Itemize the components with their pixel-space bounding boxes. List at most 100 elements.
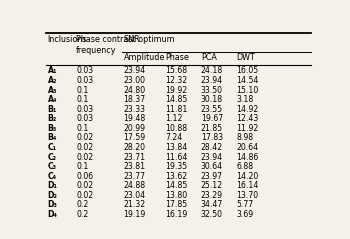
Text: 30.64: 30.64 [201,162,223,171]
Text: 5.77: 5.77 [236,200,253,209]
Text: 0.1: 0.1 [76,95,89,104]
Text: 24.88: 24.88 [124,181,146,190]
Text: 17.83: 17.83 [201,133,223,142]
Text: 19.35: 19.35 [166,162,188,171]
Text: 8.98: 8.98 [236,133,253,142]
Text: 1.12: 1.12 [166,114,183,123]
Text: 3.18: 3.18 [236,95,253,104]
Text: D₃: D₃ [48,200,57,209]
Text: 23.94: 23.94 [201,76,223,85]
Text: 13.84: 13.84 [166,143,188,152]
Text: 17.59: 17.59 [124,133,146,142]
Text: 18.37: 18.37 [124,95,146,104]
Text: SNR: SNR [124,35,140,44]
Text: 0.1: 0.1 [76,86,89,95]
Text: C₃: C₃ [48,162,57,171]
Text: 21.32: 21.32 [124,200,146,209]
Text: 0.2: 0.2 [76,200,88,209]
Text: 0.02: 0.02 [76,191,93,200]
Text: 0.03: 0.03 [76,76,93,85]
Text: 24.80: 24.80 [124,86,146,95]
Text: 16.14: 16.14 [236,181,258,190]
Text: 0.1: 0.1 [76,162,89,171]
Text: 23.97: 23.97 [201,172,223,181]
Text: Phase contrast optimum
frequency: Phase contrast optimum frequency [76,35,175,54]
Text: 16.19: 16.19 [166,210,188,219]
Text: D₂: D₂ [48,191,57,200]
Text: C₄: C₄ [48,172,57,181]
Text: B₂: B₂ [48,114,57,123]
Text: 23.94: 23.94 [201,152,223,162]
Text: 13.70: 13.70 [236,191,258,200]
Text: Inclusions: Inclusions [48,35,87,44]
Text: D₁: D₁ [48,181,57,190]
Text: 0.02: 0.02 [76,133,93,142]
Text: B₄: B₄ [48,133,57,142]
Text: 20.64: 20.64 [236,143,258,152]
Text: 20.99: 20.99 [124,124,146,133]
Text: 0.02: 0.02 [76,181,93,190]
Text: B₁: B₁ [48,105,57,114]
Text: 6.88: 6.88 [236,162,253,171]
Text: 0.1: 0.1 [76,124,89,133]
Text: 19.48: 19.48 [124,114,146,123]
Text: 11.64: 11.64 [166,152,188,162]
Text: 34.47: 34.47 [201,200,223,209]
Text: 16.05: 16.05 [236,66,258,76]
Text: 23.04: 23.04 [124,191,146,200]
Text: 30.18: 30.18 [201,95,223,104]
Text: 14.54: 14.54 [236,76,258,85]
Text: 19.19: 19.19 [124,210,146,219]
Text: B₃: B₃ [48,124,57,133]
Text: 23.71: 23.71 [124,152,146,162]
Text: 0.2: 0.2 [76,210,88,219]
Text: 23.55: 23.55 [201,105,223,114]
Text: 0.02: 0.02 [76,143,93,152]
Text: 21.85: 21.85 [201,124,223,133]
Text: 33.50: 33.50 [201,86,223,95]
Text: 23.33: 23.33 [124,105,146,114]
Text: A₂: A₂ [48,76,57,85]
Text: 12.32: 12.32 [166,76,188,85]
Text: 19.67: 19.67 [201,114,223,123]
Text: 0.06: 0.06 [76,172,93,181]
Text: 32.50: 32.50 [201,210,223,219]
Text: A₁: A₁ [48,66,57,76]
Text: 14.20: 14.20 [236,172,258,181]
Text: 10.88: 10.88 [166,124,188,133]
Text: 23.77: 23.77 [124,172,146,181]
Text: 13.80: 13.80 [166,191,188,200]
Text: 0.03: 0.03 [76,114,93,123]
Text: 23.29: 23.29 [201,191,223,200]
Text: 19.92: 19.92 [166,86,188,95]
Text: 14.86: 14.86 [236,152,258,162]
Text: 24.18: 24.18 [201,66,223,76]
Text: 12.43: 12.43 [236,114,258,123]
Text: 25.12: 25.12 [201,181,223,190]
Text: A₄: A₄ [48,95,57,104]
Text: 17.85: 17.85 [166,200,188,209]
Text: 15.10: 15.10 [236,86,258,95]
Text: 0.03: 0.03 [76,66,93,76]
Text: 11.81: 11.81 [166,105,188,114]
Text: 7.24: 7.24 [166,133,183,142]
Text: 23.81: 23.81 [124,162,146,171]
Text: 11.92: 11.92 [236,124,258,133]
Text: 0.02: 0.02 [76,152,93,162]
Text: 13.62: 13.62 [166,172,188,181]
Text: 14.85: 14.85 [166,95,188,104]
Text: Phase: Phase [166,53,189,62]
Text: C₁: C₁ [48,143,57,152]
Text: C₂: C₂ [48,152,57,162]
Text: 23.00: 23.00 [124,76,146,85]
Text: DWT: DWT [236,53,255,62]
Text: D₄: D₄ [48,210,57,219]
Text: 15.68: 15.68 [166,66,188,76]
Text: 0.03: 0.03 [76,105,93,114]
Text: 28.42: 28.42 [201,143,223,152]
Text: 14.92: 14.92 [236,105,258,114]
Text: Amplitude: Amplitude [124,53,165,62]
Text: 28.20: 28.20 [124,143,146,152]
Text: PCA: PCA [201,53,217,62]
Text: 3.69: 3.69 [236,210,253,219]
